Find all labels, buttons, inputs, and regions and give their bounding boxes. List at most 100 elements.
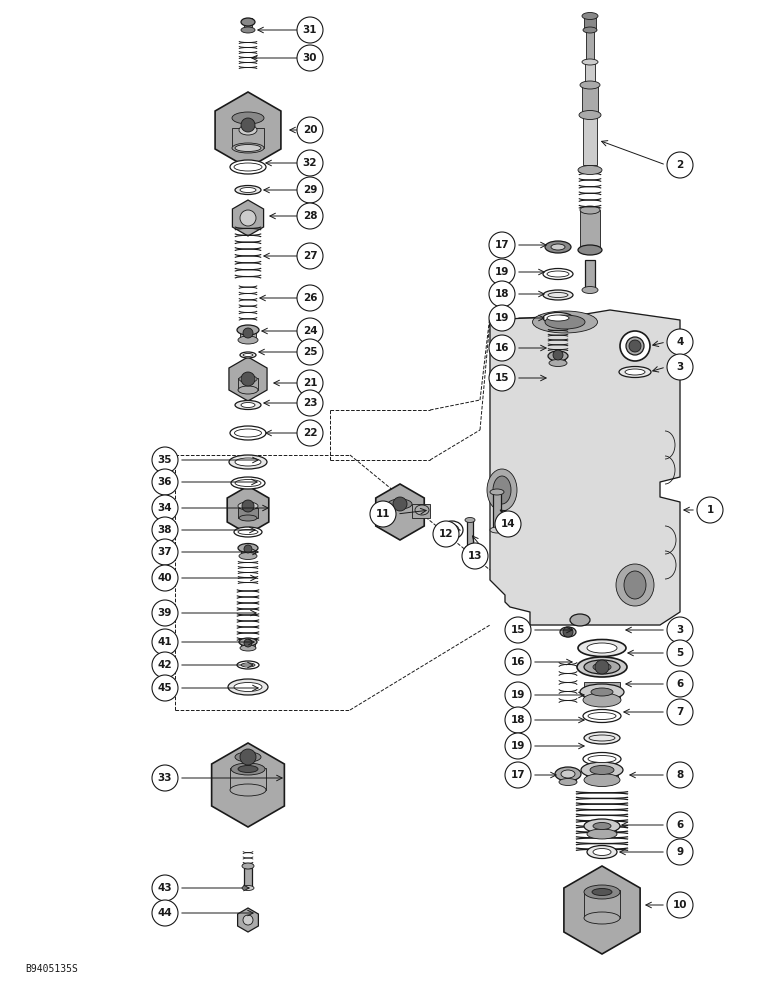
Ellipse shape xyxy=(240,352,256,358)
Text: 22: 22 xyxy=(303,428,317,438)
Bar xyxy=(584,682,620,700)
Ellipse shape xyxy=(587,829,617,839)
Circle shape xyxy=(152,652,178,678)
Circle shape xyxy=(489,305,515,331)
Circle shape xyxy=(297,318,323,344)
Circle shape xyxy=(297,45,323,71)
Bar xyxy=(232,128,264,148)
Circle shape xyxy=(241,118,255,132)
Ellipse shape xyxy=(239,375,257,382)
Ellipse shape xyxy=(228,679,268,695)
Circle shape xyxy=(697,497,723,523)
Ellipse shape xyxy=(240,188,256,192)
Ellipse shape xyxy=(579,110,601,119)
Ellipse shape xyxy=(231,477,265,489)
Text: 41: 41 xyxy=(157,637,172,647)
Ellipse shape xyxy=(239,638,257,646)
Text: 2: 2 xyxy=(676,160,684,170)
Ellipse shape xyxy=(619,366,651,377)
Text: 14: 14 xyxy=(501,519,516,529)
Ellipse shape xyxy=(591,688,613,696)
Text: 11: 11 xyxy=(376,509,391,519)
Text: 42: 42 xyxy=(157,660,172,670)
Ellipse shape xyxy=(593,663,611,671)
Ellipse shape xyxy=(441,521,463,539)
Ellipse shape xyxy=(239,125,257,135)
Circle shape xyxy=(152,447,178,473)
Ellipse shape xyxy=(237,661,259,669)
Ellipse shape xyxy=(626,337,644,355)
Ellipse shape xyxy=(583,693,621,707)
Circle shape xyxy=(244,639,252,647)
Ellipse shape xyxy=(243,354,253,357)
Ellipse shape xyxy=(231,763,265,775)
Text: 18: 18 xyxy=(495,289,510,299)
Text: 32: 32 xyxy=(303,158,317,168)
Ellipse shape xyxy=(235,752,261,762)
Ellipse shape xyxy=(589,735,615,741)
Polygon shape xyxy=(238,908,259,932)
Ellipse shape xyxy=(578,245,602,255)
Circle shape xyxy=(152,900,178,926)
Circle shape xyxy=(433,521,459,547)
Text: 36: 36 xyxy=(157,477,172,487)
Bar xyxy=(586,768,618,780)
Circle shape xyxy=(667,671,693,697)
Text: 18: 18 xyxy=(511,715,525,725)
Ellipse shape xyxy=(238,502,258,510)
Circle shape xyxy=(505,617,531,643)
Circle shape xyxy=(667,892,693,918)
Ellipse shape xyxy=(235,400,261,410)
Circle shape xyxy=(667,839,693,865)
Circle shape xyxy=(505,649,531,675)
Ellipse shape xyxy=(581,762,623,778)
Circle shape xyxy=(241,372,255,386)
Circle shape xyxy=(152,875,178,901)
Bar xyxy=(244,868,252,888)
Ellipse shape xyxy=(543,268,573,279)
Circle shape xyxy=(297,177,323,203)
Text: 10: 10 xyxy=(672,900,687,910)
Ellipse shape xyxy=(465,518,475,522)
Bar xyxy=(493,492,501,530)
Ellipse shape xyxy=(548,292,568,298)
Circle shape xyxy=(243,915,253,925)
Ellipse shape xyxy=(584,819,620,833)
Circle shape xyxy=(240,210,256,226)
Ellipse shape xyxy=(490,489,504,495)
Circle shape xyxy=(505,707,531,733)
Circle shape xyxy=(667,640,693,666)
Bar xyxy=(560,772,576,782)
Ellipse shape xyxy=(560,627,576,637)
Text: B9405135S: B9405135S xyxy=(25,964,78,974)
Text: 3: 3 xyxy=(676,362,684,372)
Ellipse shape xyxy=(587,643,617,653)
Text: 15: 15 xyxy=(511,625,525,635)
Circle shape xyxy=(152,600,178,626)
Polygon shape xyxy=(212,743,284,827)
Text: 37: 37 xyxy=(157,547,172,557)
Ellipse shape xyxy=(388,499,412,509)
Ellipse shape xyxy=(593,848,611,856)
Circle shape xyxy=(152,517,178,543)
Ellipse shape xyxy=(533,311,598,333)
Ellipse shape xyxy=(230,160,266,174)
Circle shape xyxy=(297,285,323,311)
Ellipse shape xyxy=(593,822,611,830)
Circle shape xyxy=(505,733,531,759)
Ellipse shape xyxy=(570,614,590,626)
Ellipse shape xyxy=(582,59,598,65)
Ellipse shape xyxy=(545,315,585,329)
Circle shape xyxy=(489,259,515,285)
Text: 45: 45 xyxy=(157,683,172,693)
Text: 35: 35 xyxy=(157,455,172,465)
Ellipse shape xyxy=(232,112,264,124)
Circle shape xyxy=(489,232,515,258)
Bar xyxy=(583,115,597,165)
Bar xyxy=(585,260,595,290)
Ellipse shape xyxy=(584,732,620,744)
Text: 7: 7 xyxy=(676,707,684,717)
Ellipse shape xyxy=(584,660,620,674)
Ellipse shape xyxy=(561,770,575,778)
Ellipse shape xyxy=(232,143,264,153)
